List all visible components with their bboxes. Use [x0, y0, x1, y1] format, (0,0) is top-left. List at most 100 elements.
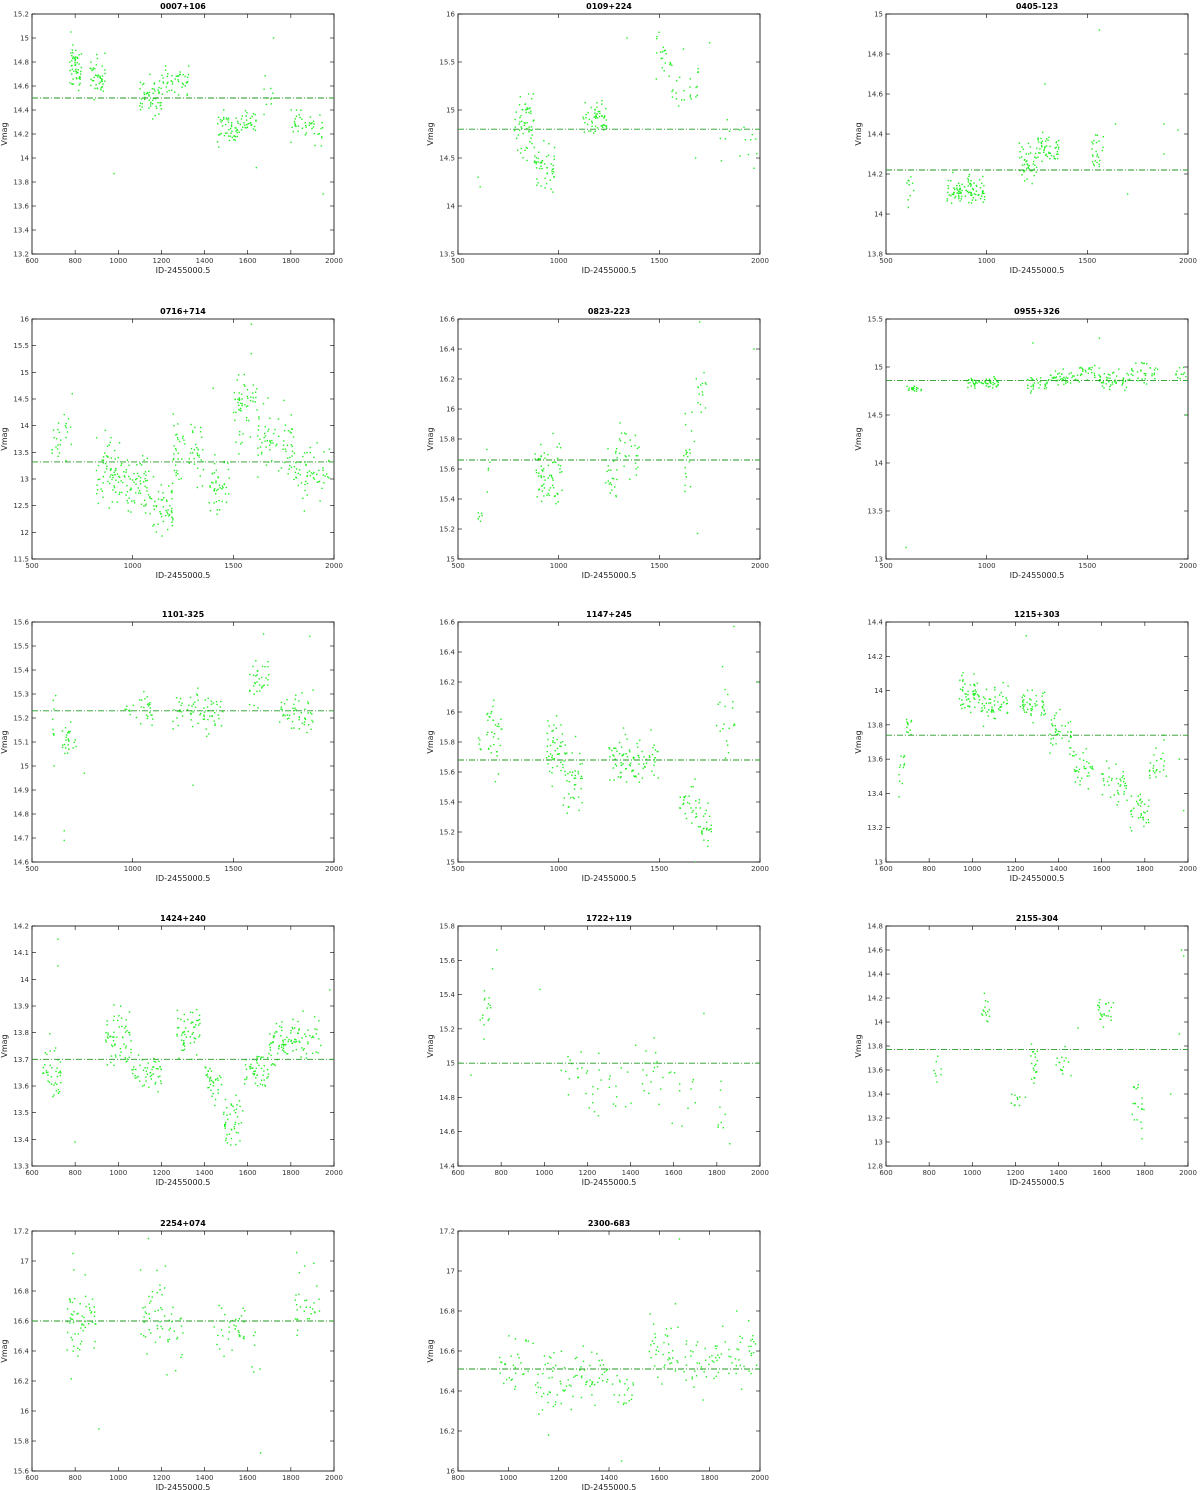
- data-point: [53, 765, 55, 767]
- data-point: [558, 443, 560, 445]
- data-point: [553, 461, 555, 463]
- data-point: [238, 408, 240, 411]
- data-point: [187, 73, 190, 76]
- data-point: [117, 481, 120, 483]
- data-point: [1056, 379, 1059, 382]
- data-point: [662, 46, 665, 49]
- data-point: [240, 129, 243, 131]
- data-point: [148, 470, 150, 473]
- data-point: [304, 122, 307, 124]
- data-point: [144, 512, 147, 514]
- data-point: [180, 477, 183, 480]
- data-point: [541, 469, 543, 471]
- data-point: [147, 705, 150, 707]
- data-point: [1041, 695, 1043, 697]
- data-point: [90, 61, 92, 63]
- data-point: [253, 1334, 255, 1337]
- data-point: [727, 751, 730, 754]
- data-point: [233, 138, 235, 141]
- data-point: [691, 1376, 694, 1378]
- data-point: [1046, 155, 1049, 158]
- data-point: [708, 1363, 710, 1366]
- data-point: [1099, 1012, 1102, 1014]
- data-point: [906, 731, 908, 733]
- data-point: [552, 758, 554, 760]
- data-point: [632, 1382, 634, 1384]
- data-point: [653, 1342, 655, 1345]
- data-point: [653, 764, 655, 766]
- data-point: [1155, 776, 1157, 778]
- data-point: [544, 479, 546, 481]
- data-point: [121, 491, 123, 494]
- data-point: [1023, 699, 1025, 701]
- x-tick-label: 800: [451, 1474, 464, 1482]
- data-point: [479, 520, 482, 522]
- data-point: [1119, 778, 1121, 780]
- data-point: [963, 186, 966, 188]
- data-point: [529, 129, 532, 131]
- data-point: [160, 484, 162, 486]
- data-point: [1081, 373, 1083, 376]
- data-point: [573, 784, 576, 786]
- data-point: [224, 493, 227, 495]
- data-point: [611, 489, 613, 491]
- data-point: [653, 1066, 656, 1069]
- data-point: [1058, 1061, 1061, 1064]
- data-point: [172, 517, 174, 520]
- data-point: [958, 184, 961, 187]
- data-point: [967, 185, 969, 187]
- data-point: [675, 98, 678, 100]
- y-tick-label: 16.2: [13, 1378, 29, 1386]
- data-point: [145, 1070, 148, 1072]
- data-point: [44, 1063, 46, 1066]
- data-point: [618, 752, 621, 755]
- x-tick-label: 1200: [153, 1169, 171, 1177]
- data-point: [266, 440, 269, 442]
- y-tick-label: 14.6: [13, 859, 29, 867]
- data-point: [217, 488, 219, 491]
- data-point: [757, 681, 759, 683]
- data-point: [256, 1084, 259, 1087]
- data-point: [697, 401, 699, 404]
- data-point: [613, 747, 615, 749]
- data-point: [734, 1358, 737, 1360]
- data-point: [950, 195, 952, 197]
- data-point: [73, 1269, 75, 1271]
- data-point: [136, 477, 138, 480]
- data-point: [220, 132, 222, 135]
- data-point: [209, 1076, 212, 1079]
- data-point: [684, 484, 686, 487]
- data-point: [1049, 733, 1051, 735]
- data-point: [114, 1044, 116, 1046]
- data-point: [526, 127, 528, 130]
- data-point: [620, 1460, 623, 1462]
- data-point: [1018, 142, 1021, 144]
- data-point: [145, 1312, 148, 1315]
- data-point: [93, 76, 95, 79]
- data-point: [483, 1038, 485, 1040]
- x-tick-label: 500: [451, 562, 464, 570]
- data-point: [282, 1047, 285, 1049]
- data-point: [79, 76, 81, 79]
- data-point: [1022, 148, 1025, 150]
- data-point: [634, 775, 636, 778]
- data-point: [695, 378, 698, 380]
- data-point: [252, 384, 255, 386]
- data-point: [699, 825, 701, 828]
- data-point: [720, 1353, 723, 1355]
- data-point: [982, 725, 985, 727]
- data-point: [197, 448, 199, 451]
- data-point: [98, 1428, 100, 1430]
- data-point: [256, 1057, 258, 1059]
- data-point: [241, 441, 243, 444]
- data-point: [225, 1121, 227, 1124]
- data-point: [303, 721, 306, 723]
- data-point: [967, 690, 969, 693]
- data-point: [149, 73, 151, 76]
- data-point: [1042, 704, 1045, 706]
- data-point: [299, 1041, 301, 1044]
- data-point: [230, 124, 233, 126]
- data-point: [256, 409, 258, 411]
- data-point: [149, 1072, 151, 1074]
- data-point: [163, 1315, 166, 1317]
